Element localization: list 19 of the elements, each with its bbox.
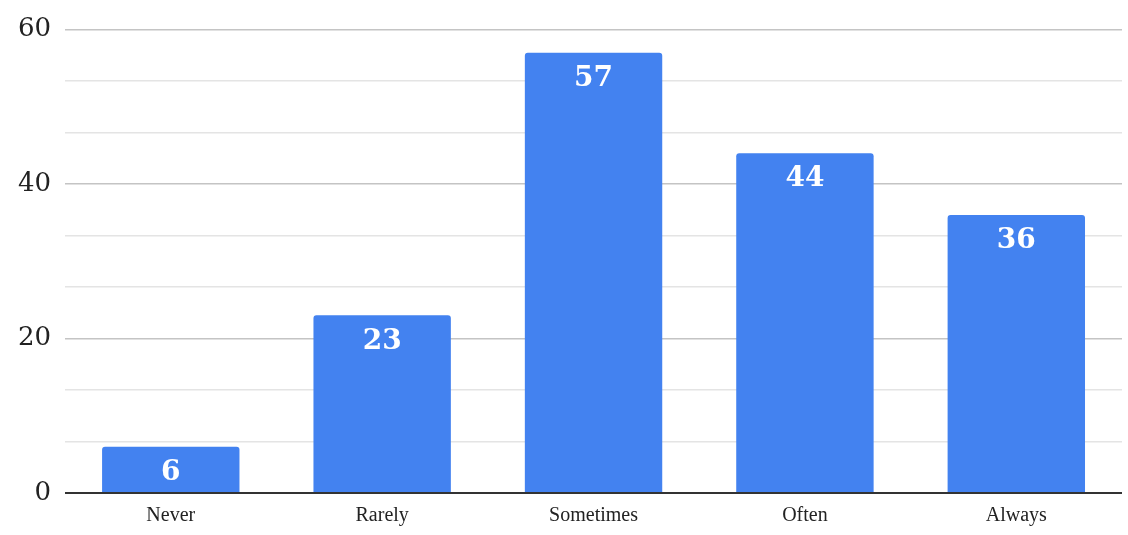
data-label: 57 (574, 60, 614, 94)
x-tick-label: Rarely (355, 503, 409, 527)
data-label: 44 (785, 160, 825, 194)
bar (524, 52, 663, 492)
x-tick-label: Always (985, 503, 1048, 527)
x-tick-label: Never (146, 503, 196, 526)
y-tick-label: 40 (17, 166, 52, 197)
bar (102, 446, 240, 492)
y-tick-label: 0 (34, 475, 52, 506)
bar (313, 315, 451, 492)
y-tick-label: 60 (17, 12, 52, 43)
x-tick-label: Sometimes (549, 503, 639, 526)
x-tick-label: Often (782, 503, 828, 526)
bar (736, 153, 874, 492)
y-tick-label: 20 (17, 321, 52, 352)
data-label: 6 (161, 453, 181, 487)
data-label: 36 (996, 222, 1036, 256)
data-label: 23 (362, 322, 402, 356)
bar (947, 214, 1086, 492)
